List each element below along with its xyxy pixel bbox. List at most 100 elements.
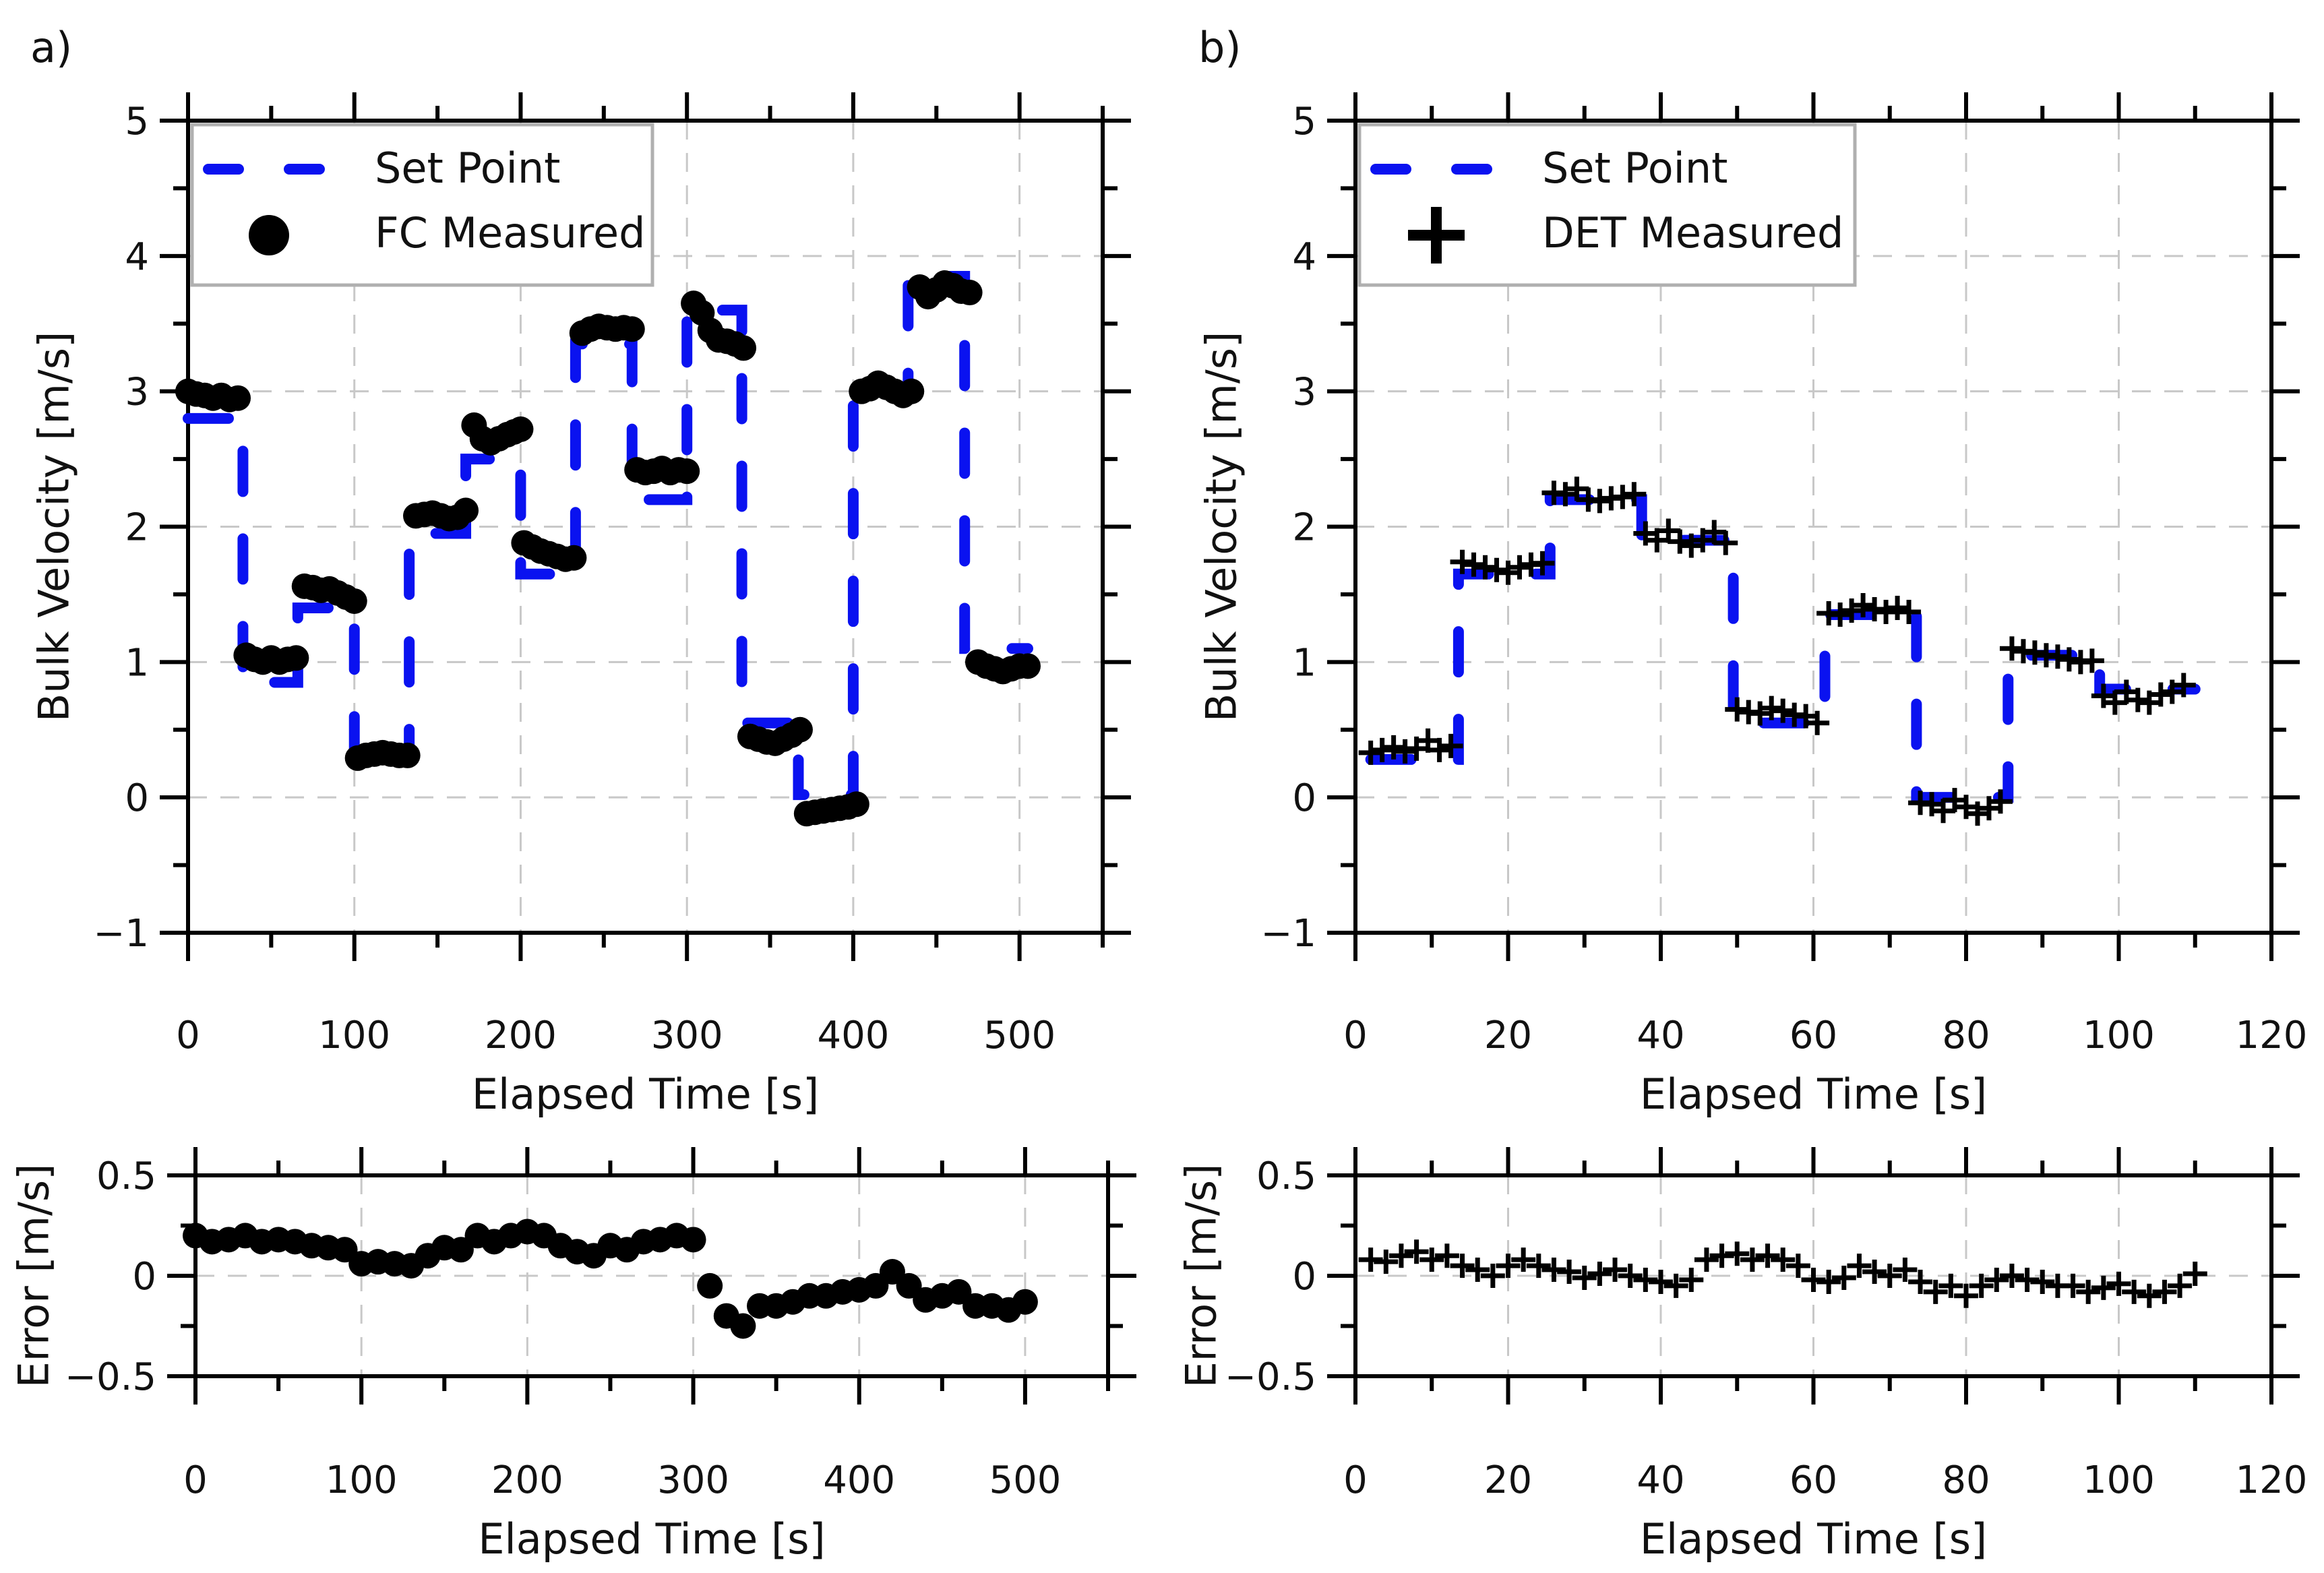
panel-label-a: a) xyxy=(30,23,72,72)
data-point-plus xyxy=(1668,529,1692,554)
y-tick-label: 0 xyxy=(132,1255,156,1299)
y-tick-label: 2 xyxy=(125,506,149,550)
data-point-plus xyxy=(1572,1265,1597,1290)
data-point-plus xyxy=(1507,555,1532,580)
y-axis-label: Error [m/s] xyxy=(9,1164,59,1388)
data-point-plus xyxy=(2060,1273,2085,1298)
data-point-plus xyxy=(1358,740,1383,765)
x-tick-label: 0 xyxy=(1343,1458,1368,1502)
data-point-plus xyxy=(1526,1254,1551,1278)
data-point-plus xyxy=(1885,596,1910,620)
data-point-plus xyxy=(2137,1283,2162,1308)
data-point-plus xyxy=(1618,1264,1643,1288)
x-tick-label: 200 xyxy=(491,1458,563,1502)
data-point-plus xyxy=(1694,1247,1719,1272)
data-point-plus xyxy=(1564,476,1589,501)
data-point-plus xyxy=(1725,1241,1750,1266)
y-tick-label: 0.5 xyxy=(96,1154,156,1198)
legend-label-measured: DET Measured xyxy=(1542,208,1843,257)
y-tick-label: 2 xyxy=(1292,506,1316,550)
y-tick-label: −0.5 xyxy=(1225,1355,1316,1399)
data-point-plus xyxy=(1663,1273,1688,1298)
data-point-plus xyxy=(1893,1258,1918,1283)
data-point-plus xyxy=(1702,520,1727,545)
setpoint-line xyxy=(183,270,1033,801)
data-point-plus xyxy=(1816,1269,1841,1294)
data-point-circle xyxy=(1012,1289,1038,1315)
data-point-plus xyxy=(1805,710,1830,735)
y-tick-label: 4 xyxy=(1292,235,1316,279)
legend: Set Point DET Measured xyxy=(1357,123,1857,287)
data-point-plus xyxy=(1965,801,1990,826)
data-point-plus xyxy=(1393,739,1417,764)
x-tick-label: 100 xyxy=(326,1458,398,1502)
data-point-circle xyxy=(956,280,983,306)
x-tick-label: 60 xyxy=(1790,1014,1837,1057)
data-point-plus xyxy=(1725,697,1750,722)
x-tick-label: 200 xyxy=(485,1014,557,1057)
data-point-plus xyxy=(1587,489,1612,514)
legend-label-measured: FC Measured xyxy=(375,208,646,257)
x-axis-label: Elapsed Time [s] xyxy=(1640,1070,1987,1119)
x-tick-label: 400 xyxy=(817,1014,889,1057)
data-point-plus xyxy=(2091,1275,2116,1300)
x-axis-label: Elapsed Time [s] xyxy=(478,1514,825,1564)
x-tick-label: 400 xyxy=(823,1458,895,1502)
data-point-plus xyxy=(1755,1243,1780,1268)
data-point-circle xyxy=(225,385,251,411)
x-tick-label: 300 xyxy=(651,1014,723,1057)
legend-box xyxy=(1357,123,1857,287)
data-point-plus xyxy=(2125,687,2150,712)
measured-series xyxy=(183,1219,1038,1339)
x-tick-label: 40 xyxy=(1637,1458,1684,1502)
x-axis-label: Elapsed Time [s] xyxy=(1640,1514,1987,1564)
data-point-plus xyxy=(1759,696,1784,720)
y-tick-label: 3 xyxy=(1292,371,1316,414)
data-point-circle xyxy=(697,1272,723,1299)
data-point-circle xyxy=(731,335,757,361)
data-point-plus xyxy=(1553,482,1578,507)
data-point-plus xyxy=(2079,648,2104,673)
data-point-plus xyxy=(1370,737,1395,762)
data-point-plus xyxy=(1496,560,1521,585)
data-point-circle xyxy=(341,588,367,614)
legend: Set Point FC Measured xyxy=(190,123,654,287)
data-point-plus xyxy=(2056,647,2081,672)
data-point-plus xyxy=(1877,1264,1902,1288)
data-point-plus xyxy=(2030,1269,2055,1294)
data-point-plus xyxy=(1828,603,1853,627)
data-point-circle xyxy=(394,742,421,768)
data-point-plus xyxy=(1388,1243,1413,1268)
data-point-plus xyxy=(1496,1254,1521,1278)
data-point-plus xyxy=(1679,533,1704,558)
data-point-plus xyxy=(1649,1269,1673,1294)
data-point-plus xyxy=(1938,1273,1963,1298)
chart-a-main: 0 100 200 300 400 500 −1 0 1 2 3 4 5 Elapsed Time [s]… xyxy=(30,92,1131,1119)
data-point-circle xyxy=(787,716,813,743)
x-tick-label: 0 xyxy=(183,1458,208,1502)
x-tick-label: 0 xyxy=(176,1014,200,1057)
data-point-plus xyxy=(2045,644,2070,669)
legend-label-setpoint: Set Point xyxy=(1542,144,1727,193)
data-point-plus xyxy=(2148,682,2173,707)
data-point-plus xyxy=(1923,1279,1948,1304)
y-tick-label: 0 xyxy=(1292,776,1316,820)
x-tick-label: 120 xyxy=(2236,1458,2308,1502)
data-point-plus xyxy=(1713,530,1738,555)
data-point-circle xyxy=(453,497,479,524)
data-point-plus xyxy=(1984,1267,2009,1292)
data-point-circle xyxy=(730,1313,756,1339)
data-point-plus xyxy=(1587,1262,1612,1287)
data-point-plus xyxy=(1610,485,1635,510)
data-point-plus xyxy=(1465,1258,1490,1283)
measured-series xyxy=(175,270,1041,827)
x-axis-label: Elapsed Time [s] xyxy=(472,1070,819,1119)
data-point-plus xyxy=(1851,592,1876,617)
x-tick-label: 100 xyxy=(318,1014,390,1057)
data-point-plus xyxy=(2106,1271,2131,1296)
measured-series xyxy=(1358,1239,2207,1308)
y-tick-label: −0.5 xyxy=(65,1355,156,1399)
data-point-plus xyxy=(1438,733,1463,758)
